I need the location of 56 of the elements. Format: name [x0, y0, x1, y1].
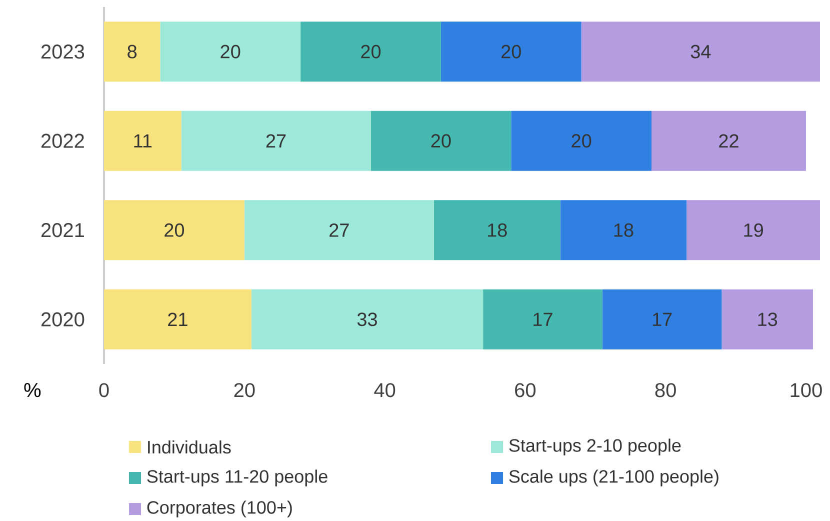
bar	[686, 200, 820, 260]
bar	[104, 289, 252, 350]
legend-label: Individuals	[148, 440, 231, 454]
bar	[511, 110, 652, 171]
bar	[560, 200, 687, 260]
data-label: 18	[614, 223, 634, 237]
legend-label: Start-ups 2-10 people	[509, 438, 681, 456]
bar	[722, 289, 813, 350]
data-label: 20	[361, 44, 381, 58]
x-tick-label: 0	[99, 383, 109, 398]
data-label: 19	[744, 223, 763, 237]
bar	[104, 200, 244, 260]
x-tick-label: 60	[515, 383, 536, 398]
bar	[160, 22, 301, 82]
bar	[370, 110, 512, 171]
bar	[602, 289, 722, 350]
data-label: 20	[164, 223, 184, 237]
data-label: 27	[266, 134, 286, 148]
data-label: 22	[719, 134, 738, 148]
bar	[104, 22, 160, 82]
data-label: 17	[652, 312, 672, 326]
data-label: 13	[758, 312, 778, 326]
y-tick-label: 2021	[41, 223, 84, 238]
x-tick-label: 100	[790, 383, 822, 398]
bar	[434, 200, 560, 260]
bar	[300, 22, 441, 82]
data-label: 27	[330, 223, 349, 237]
legend-label: Scale ups (21-100 people)	[509, 470, 718, 486]
bar	[251, 289, 484, 350]
data-label: 8	[128, 44, 137, 58]
legend-label: Corporates (100+)	[147, 500, 292, 518]
bar	[244, 200, 434, 260]
data-label: 20	[220, 44, 240, 58]
bar	[652, 110, 806, 171]
data-label: 33	[357, 312, 377, 326]
legend-label: Start-ups 11-20 people	[147, 470, 328, 486]
data-label: 21	[168, 312, 188, 326]
y-tick-label: 2023	[41, 44, 84, 59]
bar	[483, 289, 602, 350]
data-label: 20	[502, 44, 521, 58]
data-label: 11	[134, 134, 152, 148]
y-tick-label: 2022	[41, 134, 84, 148]
x-tick-label: 80	[655, 383, 676, 398]
y-tick-label: 2020	[41, 312, 84, 326]
data-label: 17	[534, 312, 552, 326]
x-tick-label: 40	[374, 383, 396, 398]
data-label: 18	[488, 223, 507, 237]
x-axis-title: %	[24, 383, 41, 398]
x-tick-label: 20	[234, 383, 255, 398]
bar	[104, 110, 182, 171]
bar	[440, 22, 582, 82]
data-label: 20	[572, 134, 592, 148]
data-label: 20	[431, 134, 451, 148]
data-label: 34	[690, 44, 711, 58]
bar	[581, 22, 820, 82]
bar	[181, 110, 371, 171]
